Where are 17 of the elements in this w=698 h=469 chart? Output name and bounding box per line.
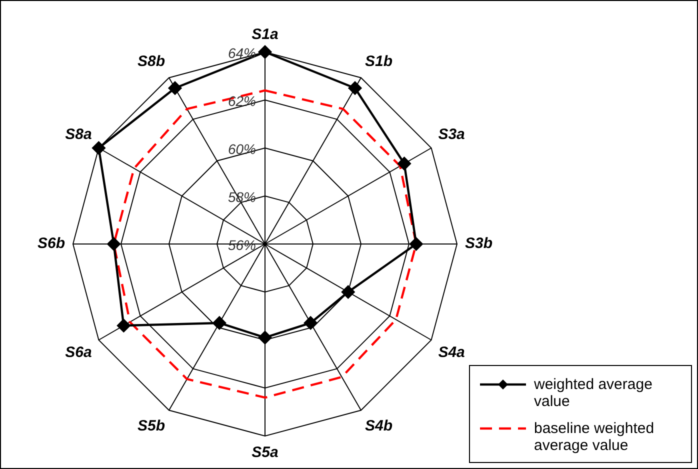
spoke-label: S8b <box>137 52 165 70</box>
legend-label: baseline weighted average value <box>534 420 656 454</box>
spoke-label: S5b <box>137 417 165 434</box>
y-tick-label: 60% <box>228 140 256 157</box>
spoke-label: S1a <box>252 26 278 44</box>
spoke-label: S5a <box>252 444 278 462</box>
spoke-label: S3b <box>465 235 493 252</box>
spoke-label: S4a <box>438 344 465 362</box>
y-tick-label: 64% <box>228 44 256 61</box>
legend-label: weighted average value <box>534 376 654 410</box>
spoke-label: S3a <box>438 126 465 144</box>
spoke-label: S8a <box>65 126 92 144</box>
spoke-label: S1b <box>365 52 393 70</box>
spoke-label: S6b <box>37 235 65 252</box>
spoke-label: S6a <box>65 344 92 362</box>
y-tick-label: 62% <box>228 92 256 109</box>
spoke-label: S4b <box>365 417 393 434</box>
